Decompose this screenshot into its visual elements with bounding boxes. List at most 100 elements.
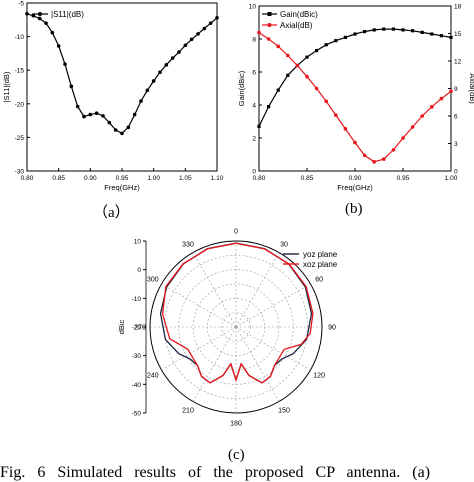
s11-point	[202, 26, 207, 31]
s11-point	[113, 128, 118, 132]
s11-point	[88, 112, 93, 117]
s11-point	[208, 21, 213, 25]
x-tick-label: 0.85	[52, 175, 65, 182]
s11-point	[183, 43, 188, 48]
axial-point	[353, 140, 357, 145]
axial-point	[362, 153, 367, 158]
angle-label: 300	[147, 277, 159, 284]
angle-label: 270	[134, 325, 146, 332]
legend-gain-label: Gain(dBic)	[280, 10, 318, 19]
axial-point	[324, 99, 329, 104]
s11-point	[56, 44, 61, 48]
x-tick-label: 0.90	[84, 175, 97, 182]
legend-yoz-label: yoz plane	[303, 250, 338, 259]
gain-point	[315, 48, 319, 53]
s11-point	[82, 114, 86, 119]
radial-tick-label: 10	[134, 239, 142, 246]
radial-tick-label: -30	[132, 353, 142, 360]
x-tick-label: 0.80	[253, 175, 266, 182]
axial-point	[266, 37, 271, 41]
xoz-plane-curve	[161, 242, 314, 384]
legend-xoz-label: xoz plane	[303, 260, 338, 269]
radial-axis-title: dBic	[117, 319, 126, 334]
x-tick-label: 1.10	[211, 175, 224, 182]
label-c: (c)	[228, 447, 245, 463]
s11-point	[132, 112, 137, 117]
legend-axial-label: Axial(dB)	[280, 21, 313, 30]
angle-label: 330	[182, 241, 194, 248]
legend-gain-marker	[267, 12, 272, 16]
polar-grid-ring	[221, 312, 251, 342]
y-tick-label: -5	[18, 1, 24, 8]
x-tick-label: 0.95	[397, 175, 410, 182]
angle-label: 90	[328, 325, 336, 332]
left-y-tick-label: 10	[249, 4, 257, 11]
axial-point	[334, 113, 338, 117]
polar-grid-ring	[164, 255, 308, 399]
y-tick-label: -30	[15, 169, 25, 176]
axial-point	[305, 74, 309, 79]
x-tick-label: 0.90	[349, 175, 362, 182]
label-b: (b)	[345, 201, 363, 217]
axial-point	[449, 89, 453, 94]
s11-point	[25, 11, 29, 16]
gain-point	[391, 27, 395, 31]
right-y-tick-label: 0	[454, 169, 458, 176]
gain-point	[267, 105, 271, 109]
axial-point	[314, 86, 319, 91]
y-tick-label: -25	[15, 135, 25, 142]
x-tick-label: 1.05	[179, 175, 192, 182]
angle-label: 120	[313, 373, 325, 380]
s11-point	[196, 32, 200, 36]
s11-point	[215, 15, 219, 20]
polar-spoke	[192, 252, 237, 328]
angle-label: 30	[280, 241, 288, 248]
gain-line	[258, 28, 452, 127]
x-tick-label: 0.85	[301, 175, 314, 182]
right-y-tick-label: 12	[454, 59, 462, 66]
y-tick-label: -15	[15, 68, 25, 75]
y-tick-label: -10	[15, 34, 25, 41]
radial-tick-label: 0	[137, 267, 141, 274]
right-y-tick-label: 18	[454, 4, 462, 11]
y-axis-title: |S11|(dB)	[2, 71, 11, 102]
gain-point	[449, 35, 453, 39]
x-axis-title: Freq(GHz)	[337, 183, 373, 192]
gain-point	[305, 55, 309, 59]
gain-point	[439, 34, 443, 38]
left-y-axis-title: Gain(dBic)	[237, 70, 246, 106]
gain-point	[411, 29, 415, 33]
angle-label: 180	[230, 421, 242, 428]
right-y-tick-label: 15	[454, 31, 462, 38]
gain-point	[257, 124, 261, 129]
legend-axial-marker	[267, 23, 272, 27]
gain-point	[420, 30, 424, 34]
s11-chart: 0.80 0.85 0.90 0.95 1.00 1.05 1.10 -30 -25 -20 -15…	[2, 1, 224, 193]
s11-point	[31, 13, 36, 18]
x-tick-label: 0.80	[21, 175, 34, 182]
s11-point	[75, 104, 80, 109]
polar-grid-ring	[192, 283, 280, 371]
s11-point	[50, 30, 55, 35]
radial-tick-label: -40	[132, 382, 142, 389]
legend-s11-marker	[38, 12, 42, 16]
y-tick-label: -20	[15, 101, 25, 108]
right-y-tick-label: 6	[454, 114, 458, 121]
axial-point	[401, 136, 405, 140]
radial-tick-label: -10	[132, 296, 142, 303]
axial-point	[286, 53, 290, 58]
radiation-pattern-chart: 0 30 60 90 120 150 180 210 240 270 300 330 10 0 -10 -20…	[117, 229, 338, 428]
angle-label: 60	[315, 277, 323, 284]
plot-frame	[26, 2, 218, 172]
s11-point	[145, 88, 150, 93]
s11-point	[158, 70, 162, 75]
gain-point	[382, 27, 386, 31]
x-tick-label: 0.95	[116, 175, 129, 182]
gain-point	[353, 32, 357, 36]
axial-point	[439, 96, 444, 101]
radial-tick-label: -20	[132, 325, 142, 332]
x-tick-label: 1.00	[147, 175, 160, 182]
gain-point	[401, 28, 405, 32]
s11-point	[126, 125, 131, 130]
